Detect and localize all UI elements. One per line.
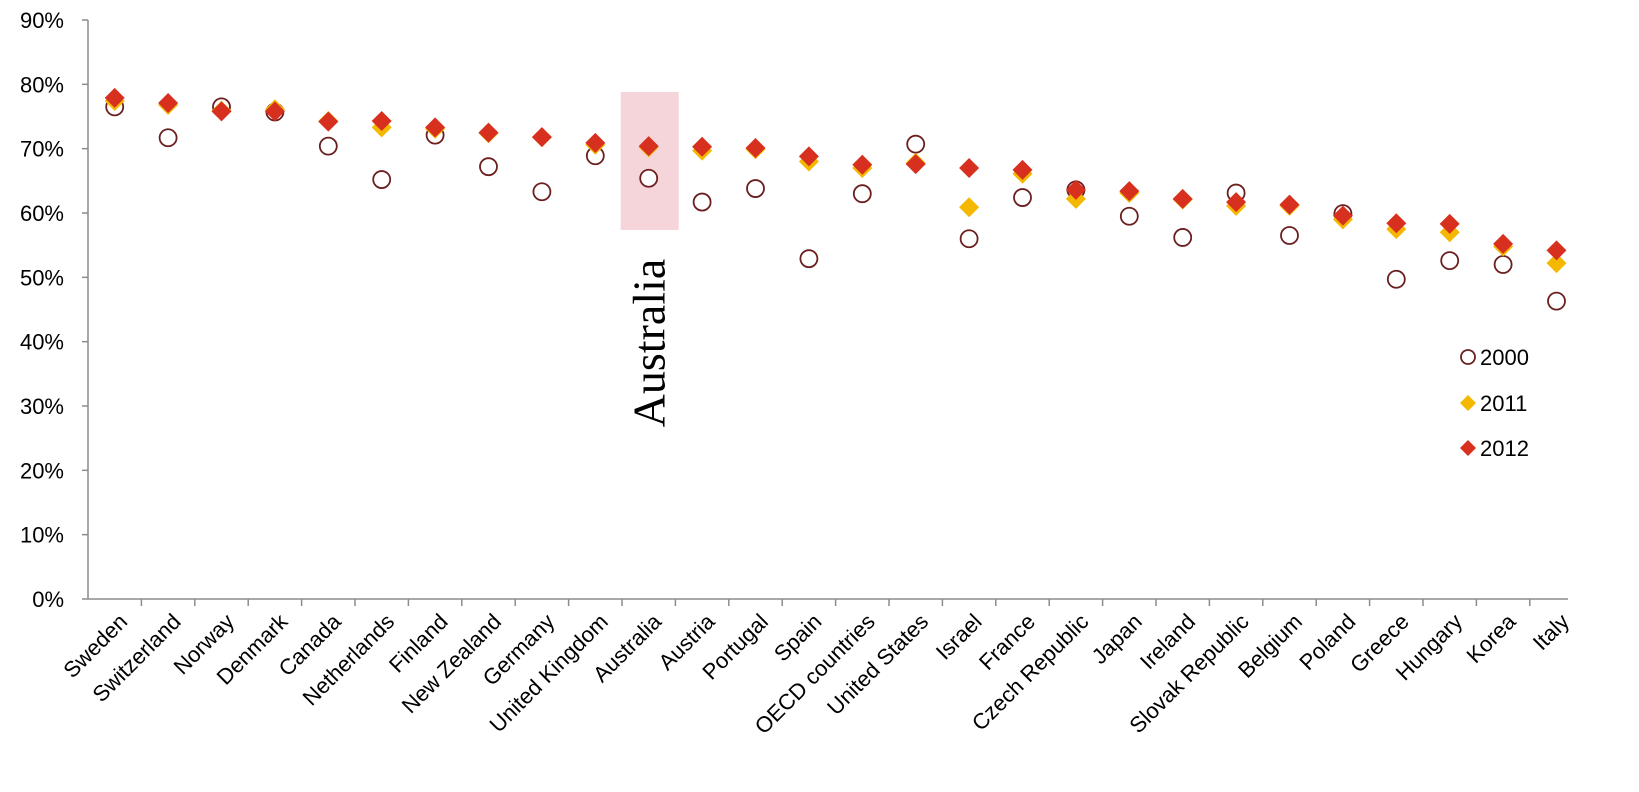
- legend-marker-2012: [1460, 440, 1476, 456]
- data-point-2012: [371, 111, 392, 132]
- data-point-2012: [1279, 194, 1300, 215]
- data-point-2000: [1013, 188, 1032, 207]
- highlight-label: Australia: [624, 259, 675, 428]
- data-point-2012: [1493, 233, 1514, 254]
- data-point-2000: [692, 192, 712, 212]
- x-category-label: Korea: [1461, 608, 1521, 668]
- series-2012: [104, 87, 1567, 261]
- data-point-2012: [211, 101, 232, 122]
- data-point-2012: [1119, 181, 1140, 202]
- data-point-2012: [1439, 213, 1460, 234]
- data-point-2012: [158, 92, 179, 113]
- legend-label-2012: 2012: [1480, 436, 1529, 461]
- data-point-2012: [1226, 192, 1247, 213]
- data-point-2000: [1440, 251, 1460, 271]
- data-point-2012: [1386, 213, 1407, 234]
- data-point-2000: [158, 128, 178, 148]
- data-point-2000: [959, 229, 979, 249]
- data-point-2000: [372, 170, 392, 189]
- data-point-2012: [531, 127, 552, 148]
- y-tick-label: 80%: [20, 72, 64, 97]
- data-point-2012: [478, 122, 499, 143]
- data-point-2012: [852, 154, 873, 175]
- data-point-2012: [692, 136, 713, 157]
- y-tick-label: 20%: [20, 458, 64, 483]
- data-point-2011: [1546, 253, 1567, 274]
- data-point-2012: [798, 146, 819, 167]
- data-point-2012: [1546, 240, 1567, 261]
- data-point-2011: [959, 197, 980, 218]
- y-tick-label: 60%: [20, 201, 64, 226]
- series-2000: [105, 97, 1566, 311]
- y-tick-label: 0%: [32, 587, 64, 612]
- y-tick-label: 70%: [20, 137, 64, 162]
- data-point-2012: [1172, 188, 1193, 209]
- data-point-2000: [1547, 291, 1566, 311]
- legend-marker-2011: [1460, 395, 1476, 411]
- data-point-2012: [1065, 179, 1086, 200]
- data-point-2000: [1173, 228, 1193, 247]
- legend-label-2000: 2000: [1480, 345, 1529, 370]
- data-point-2000: [799, 249, 819, 269]
- data-point-2012: [1012, 159, 1033, 180]
- data-point-2012: [318, 111, 339, 132]
- data-point-2012: [585, 132, 606, 153]
- legend-label-2011: 2011: [1480, 391, 1527, 416]
- data-point-2000: [746, 179, 765, 198]
- data-point-2012: [104, 87, 125, 108]
- data-point-2012: [1332, 205, 1353, 226]
- data-point-2000: [852, 184, 872, 204]
- data-point-2012: [264, 101, 285, 122]
- data-point-2000: [1280, 226, 1299, 245]
- y-tick-label: 10%: [20, 523, 64, 548]
- highlight-band: [620, 92, 679, 230]
- y-tick-label: 40%: [20, 330, 64, 355]
- data-point-2012: [638, 136, 659, 157]
- data-point-2000: [639, 168, 659, 188]
- y-tick-label: 30%: [20, 394, 64, 419]
- data-point-2000: [532, 182, 552, 202]
- y-tick-label: 50%: [20, 265, 64, 290]
- data-point-2000: [1386, 269, 1406, 289]
- data-point-2012: [745, 138, 766, 159]
- data-point-2000: [479, 157, 498, 177]
- data-point-2012: [905, 154, 926, 175]
- data-point-2000: [1493, 255, 1513, 274]
- data-point-2012: [959, 157, 980, 178]
- data-point-2012: [425, 117, 446, 138]
- data-point-2000: [906, 134, 926, 154]
- x-category-label: Italy: [1528, 609, 1574, 655]
- data-point-2000: [1119, 206, 1139, 226]
- y-tick-label: 90%: [20, 8, 64, 33]
- legend-marker-2000: [1460, 349, 1476, 365]
- data-point-2000: [318, 136, 338, 156]
